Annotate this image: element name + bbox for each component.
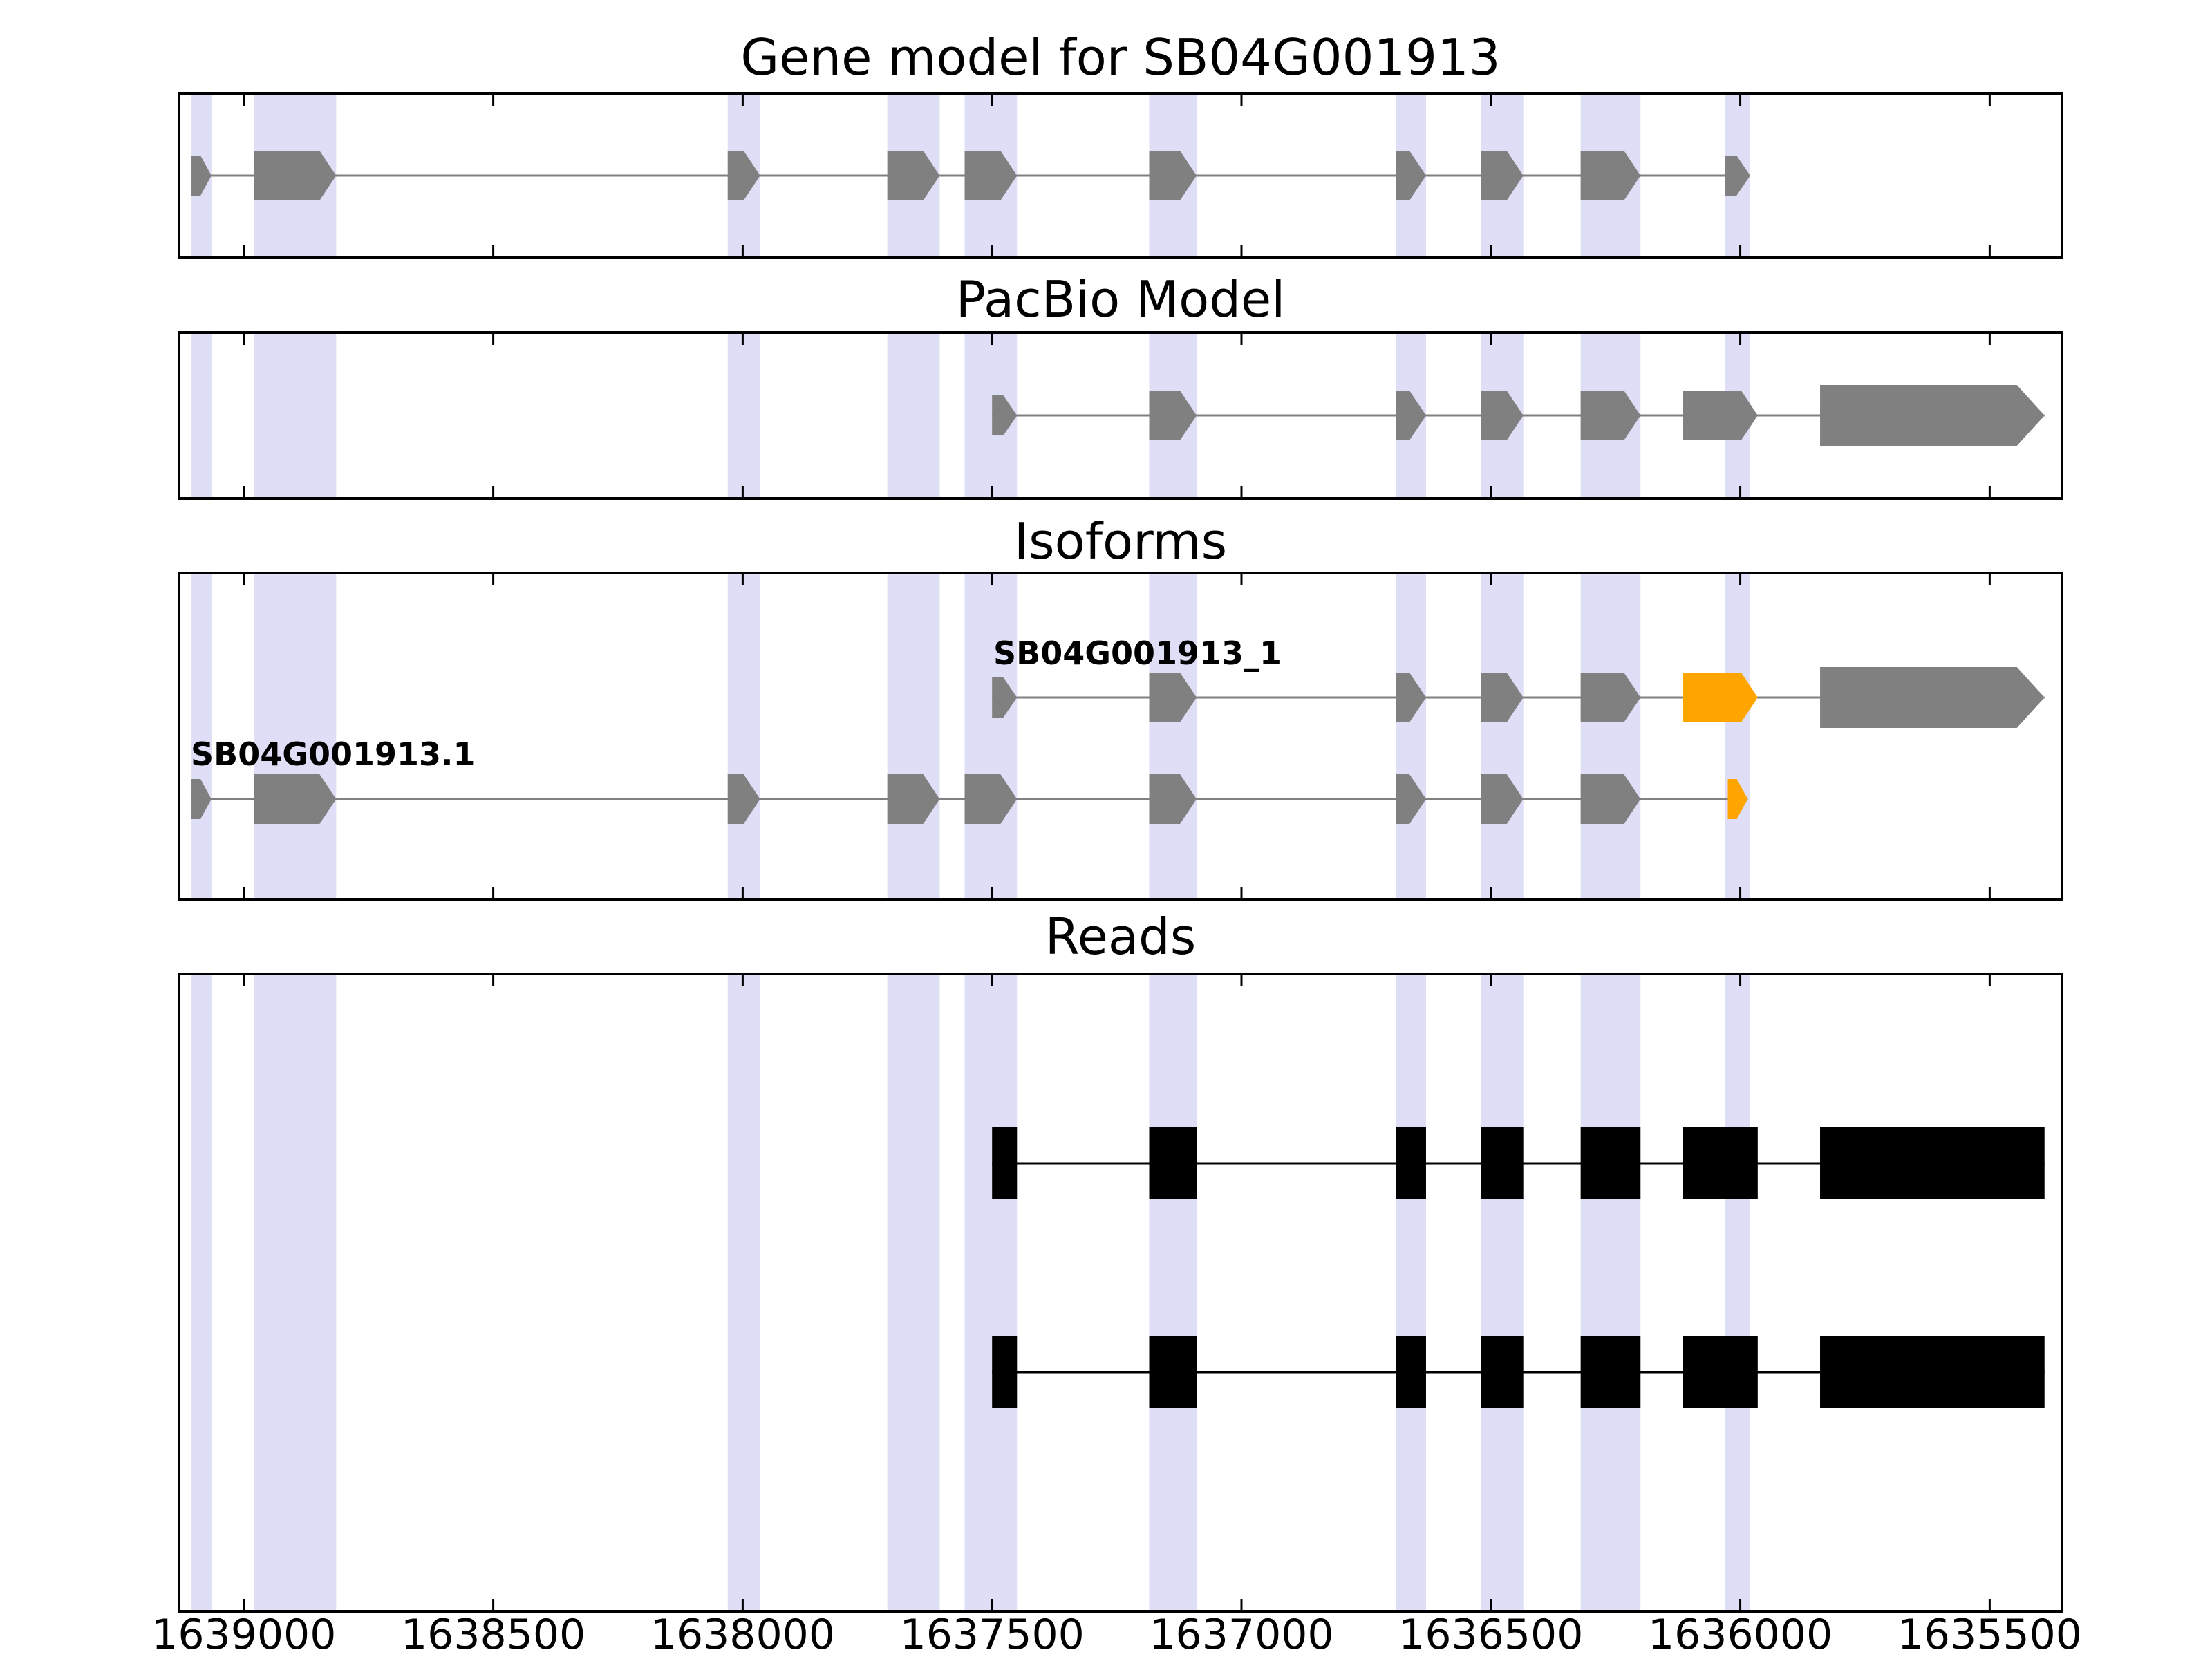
exon — [727, 151, 760, 200]
x-tick-label: 1639000 — [151, 1611, 337, 1659]
highlight-band — [727, 332, 760, 498]
highlight-band — [887, 332, 940, 498]
exon — [1725, 156, 1751, 196]
read-exon — [1481, 1127, 1524, 1199]
exon — [1683, 673, 1758, 722]
highlight-band — [254, 974, 337, 1611]
x-tick-label: 1638500 — [400, 1611, 586, 1659]
exon — [887, 774, 940, 824]
exon — [1727, 779, 1748, 819]
exon — [1149, 673, 1197, 722]
read-exon — [1149, 1336, 1197, 1408]
exon — [1580, 151, 1641, 200]
panel-title-reads: Reads — [1044, 908, 1197, 966]
x-axis: 1639000 1638500 1638000 1637500 1637000 16365… — [0, 1611, 2212, 1659]
highlight-band — [191, 332, 212, 498]
exon — [964, 774, 1018, 824]
x-tick-label: 1637000 — [1149, 1611, 1334, 1659]
panel-title-gene-model: Gene model for SB04G001913 — [740, 28, 1501, 86]
exon — [992, 677, 1018, 718]
highlight-band — [254, 573, 337, 899]
exon — [1149, 774, 1197, 824]
highlight-band — [964, 974, 1018, 1611]
highlight-band — [727, 974, 760, 1611]
exon — [1481, 151, 1524, 200]
panel-pacbio-model — [178, 331, 2063, 500]
isoform-label-pacbio-isoform: SB04G001913_1 — [993, 635, 1282, 672]
exon — [1396, 151, 1426, 200]
panel-isoforms — [178, 572, 2063, 901]
highlight-band — [964, 573, 1018, 899]
exon — [887, 151, 940, 200]
exon — [1481, 391, 1524, 440]
panel-title-pacbio-model: PacBio Model — [955, 270, 1286, 328]
exon — [964, 151, 1018, 200]
read-exon — [1580, 1127, 1641, 1199]
exon — [1149, 391, 1197, 440]
highlight-band — [191, 573, 212, 899]
highlight-band — [1481, 573, 1524, 899]
read-exon — [1396, 1336, 1426, 1408]
read-exon — [1396, 1127, 1426, 1199]
highlight-band — [887, 974, 940, 1611]
highlight-band — [1580, 573, 1641, 899]
exon — [1580, 774, 1641, 824]
x-tick-label: 1635500 — [1897, 1611, 2082, 1659]
panel-gene-model — [178, 92, 2063, 259]
highlight-band — [727, 573, 760, 899]
read-exon — [1149, 1127, 1197, 1199]
highlight-band — [1580, 974, 1641, 1611]
panel-border — [178, 331, 2063, 500]
exon — [254, 774, 337, 824]
read-exon — [1820, 1336, 2045, 1408]
exon — [1820, 385, 2045, 446]
x-tick-label: 1638000 — [650, 1611, 835, 1659]
read-exon — [992, 1127, 1018, 1199]
read-exon — [1820, 1127, 2045, 1199]
panel-border — [178, 92, 2063, 259]
exon — [1481, 774, 1524, 824]
exon — [1580, 673, 1641, 722]
panel-title-isoforms: Isoforms — [1013, 512, 1228, 570]
x-tick-label: 1636500 — [1398, 1611, 1584, 1659]
exon — [1396, 391, 1426, 440]
x-tick-label: 1637500 — [899, 1611, 1085, 1659]
read-exon — [1580, 1336, 1641, 1408]
exon — [727, 774, 760, 824]
exon — [254, 151, 337, 200]
highlight-band — [1396, 974, 1426, 1611]
highlight-band — [1481, 974, 1524, 1611]
highlight-band — [191, 974, 212, 1611]
highlight-band — [1396, 573, 1426, 899]
read-exon — [1481, 1336, 1524, 1408]
exon — [1580, 391, 1641, 440]
exon — [191, 156, 212, 196]
exon — [191, 779, 212, 819]
isoform-label-reference-isoform: SB04G001913.1 — [191, 735, 476, 773]
read-exon — [1683, 1127, 1758, 1199]
panel-border — [178, 572, 2063, 901]
exon — [1396, 774, 1426, 824]
exon — [1396, 673, 1426, 722]
highlight-band — [254, 332, 337, 498]
panel-border — [178, 973, 2063, 1613]
read-exon — [1683, 1336, 1758, 1408]
panel-reads — [178, 973, 2063, 1613]
highlight-band — [1149, 573, 1197, 899]
highlight-band — [1149, 974, 1197, 1611]
exon — [1683, 391, 1758, 440]
x-tick-label: 1636000 — [1647, 1611, 1833, 1659]
exon — [1820, 667, 2045, 728]
highlight-band — [887, 573, 940, 899]
exon — [1481, 673, 1524, 722]
exon — [1149, 151, 1197, 200]
read-exon — [992, 1336, 1018, 1408]
highlight-band — [1725, 573, 1751, 899]
highlight-band — [1725, 974, 1751, 1611]
exon — [992, 395, 1018, 435]
